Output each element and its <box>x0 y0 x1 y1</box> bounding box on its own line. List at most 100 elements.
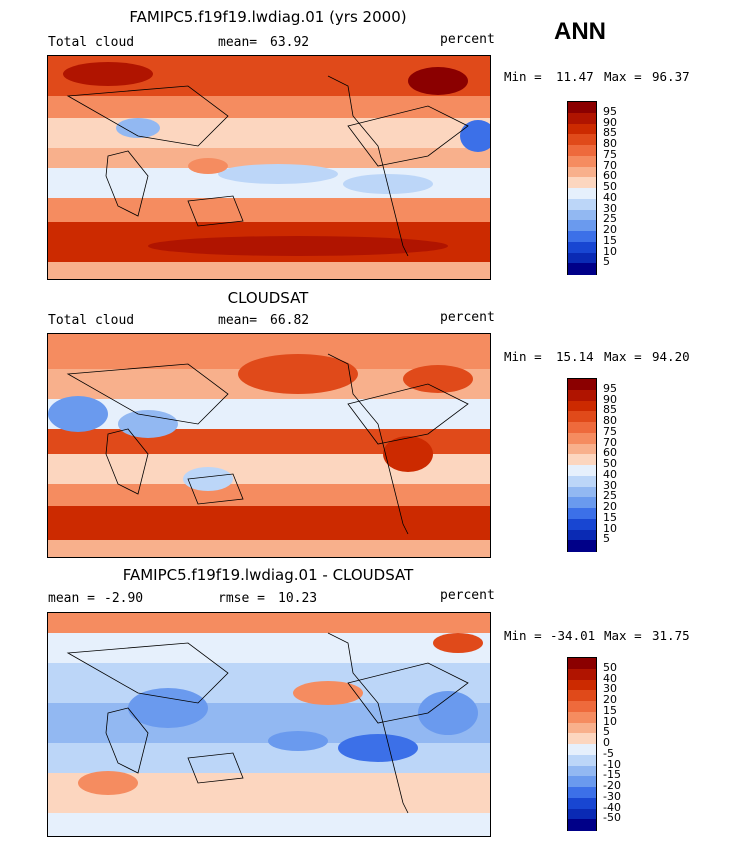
mean-value: 63.92 <box>270 35 310 50</box>
colorbar-swatch <box>568 465 596 477</box>
colorbar-swatch <box>568 540 596 552</box>
units-label: percent <box>440 310 495 325</box>
colorbar-tick-label: 75 <box>603 424 617 438</box>
min-value: 11.47 <box>556 69 594 84</box>
colorbar-swatch <box>568 744 596 756</box>
colorbar-swatch <box>568 432 596 444</box>
map-panel <box>47 333 491 558</box>
colorbar <box>567 101 597 275</box>
colorbar-swatch <box>568 754 596 766</box>
panel-title: CLOUDSAT <box>227 289 309 307</box>
colorbar-tick-label: 10 <box>603 244 617 258</box>
colorbar-tick-label: 40 <box>603 467 617 481</box>
colorbar-swatch <box>568 733 596 745</box>
colorbar-swatch <box>568 690 596 702</box>
colorbar-swatch <box>568 188 596 200</box>
colorbar <box>567 657 597 831</box>
contour-map <box>48 613 490 836</box>
max-label: Max = <box>604 628 642 643</box>
colorbar-tick-label: 60 <box>603 169 617 183</box>
min-value: 15.14 <box>556 349 594 364</box>
colorbar-tick-label: 70 <box>603 158 617 172</box>
colorbar-tick-label: 15 <box>603 233 617 247</box>
colorbar-tick-label: 60 <box>603 446 617 460</box>
colorbar-tick-label: -5 <box>603 746 614 760</box>
colorbar-tick-label: 90 <box>603 392 617 406</box>
colorbar-tick-label: -30 <box>603 789 621 803</box>
colorbar-swatch <box>568 231 596 243</box>
min-label: Min = <box>504 69 542 84</box>
colorbar-tick-label: 40 <box>603 671 617 685</box>
min-label: Min = <box>504 628 542 643</box>
max-label: Max = <box>604 69 642 84</box>
colorbar-tick-label: -50 <box>603 811 621 825</box>
colorbar-tick-label: 95 <box>603 381 617 395</box>
colorbar-swatch <box>568 134 596 146</box>
colorbar-swatch <box>568 797 596 809</box>
mean-label: mean= <box>218 35 258 50</box>
colorbar-tick-label: 50 <box>603 180 617 193</box>
colorbar-tick-label: 30 <box>603 478 617 492</box>
colorbar-swatch <box>568 263 596 275</box>
colorbar-swatch <box>568 411 596 423</box>
colorbar-tick-label: 10 <box>603 714 617 728</box>
colorbar-swatch <box>568 220 596 232</box>
diff-mean-value: -2.90 <box>104 591 144 606</box>
colorbar-swatch <box>568 379 596 391</box>
panel-title: FAMIPC5.f19f19.lwdiag.01 (yrs 2000) <box>129 8 407 26</box>
colorbar-swatch <box>568 679 596 691</box>
max-value: 94.20 <box>652 349 690 364</box>
colorbar-swatch <box>568 819 596 831</box>
colorbar-swatch <box>568 529 596 541</box>
colorbar-swatch <box>568 518 596 530</box>
colorbar-swatch <box>568 198 596 210</box>
colorbar-swatch <box>568 155 596 167</box>
max-value: 31.75 <box>652 628 690 643</box>
colorbar-swatch <box>568 443 596 455</box>
colorbar-tick-label: 20 <box>603 500 617 513</box>
colorbar-tick-label: 25 <box>603 212 617 226</box>
colorbar-swatch <box>568 765 596 777</box>
colorbar-tick-label: 15 <box>603 703 617 717</box>
colorbar-swatch <box>568 486 596 498</box>
variable-label: Total cloud <box>48 313 135 328</box>
contour-map <box>48 56 490 279</box>
colorbar-tick-label: 5 <box>603 725 610 739</box>
season-label: ANN <box>554 18 606 45</box>
colorbar-tick-label: 50 <box>603 457 617 470</box>
min-label: Min = <box>504 349 542 364</box>
contour-map <box>48 334 490 557</box>
colorbar-swatch <box>568 711 596 723</box>
colorbar-swatch <box>568 497 596 509</box>
colorbar-swatch <box>568 145 596 157</box>
colorbar-swatch <box>568 475 596 487</box>
colorbar-tick-label: 75 <box>603 147 617 161</box>
colorbar-swatch <box>568 252 596 264</box>
variable-label: Total cloud <box>48 35 135 50</box>
colorbar-tick-label: 30 <box>603 201 617 215</box>
map-panel <box>47 55 491 280</box>
rmse-value: 10.23 <box>278 591 318 606</box>
colorbar-tick-label: 50 <box>603 660 617 674</box>
min-value: -34.01 <box>550 628 596 643</box>
colorbar-swatch <box>568 166 596 178</box>
colorbar-tick-label: 90 <box>603 115 617 129</box>
colorbar-tick-label: 5 <box>603 532 610 546</box>
colorbar-tick-label: 20 <box>603 223 617 236</box>
colorbar-tick-label: 95 <box>603 104 617 118</box>
colorbar-swatch <box>568 701 596 713</box>
colorbar-swatch <box>568 209 596 221</box>
colorbar-tick-label: 80 <box>603 137 617 150</box>
colorbar-swatch <box>568 241 596 253</box>
mean-value: 66.82 <box>270 313 310 328</box>
panel-title: FAMIPC5.f19f19.lwdiag.01 - CLOUDSAT <box>122 566 414 584</box>
colorbar-swatch <box>568 776 596 788</box>
colorbar-tick-label: -10 <box>603 757 621 771</box>
colorbar-swatch <box>568 787 596 799</box>
colorbar-swatch <box>568 102 596 114</box>
colorbar <box>567 378 597 552</box>
colorbar-tick-label: 10 <box>603 521 617 535</box>
colorbar-tick-label: 85 <box>603 126 617 140</box>
mean-label: mean= <box>218 313 258 328</box>
colorbar-swatch <box>568 722 596 734</box>
